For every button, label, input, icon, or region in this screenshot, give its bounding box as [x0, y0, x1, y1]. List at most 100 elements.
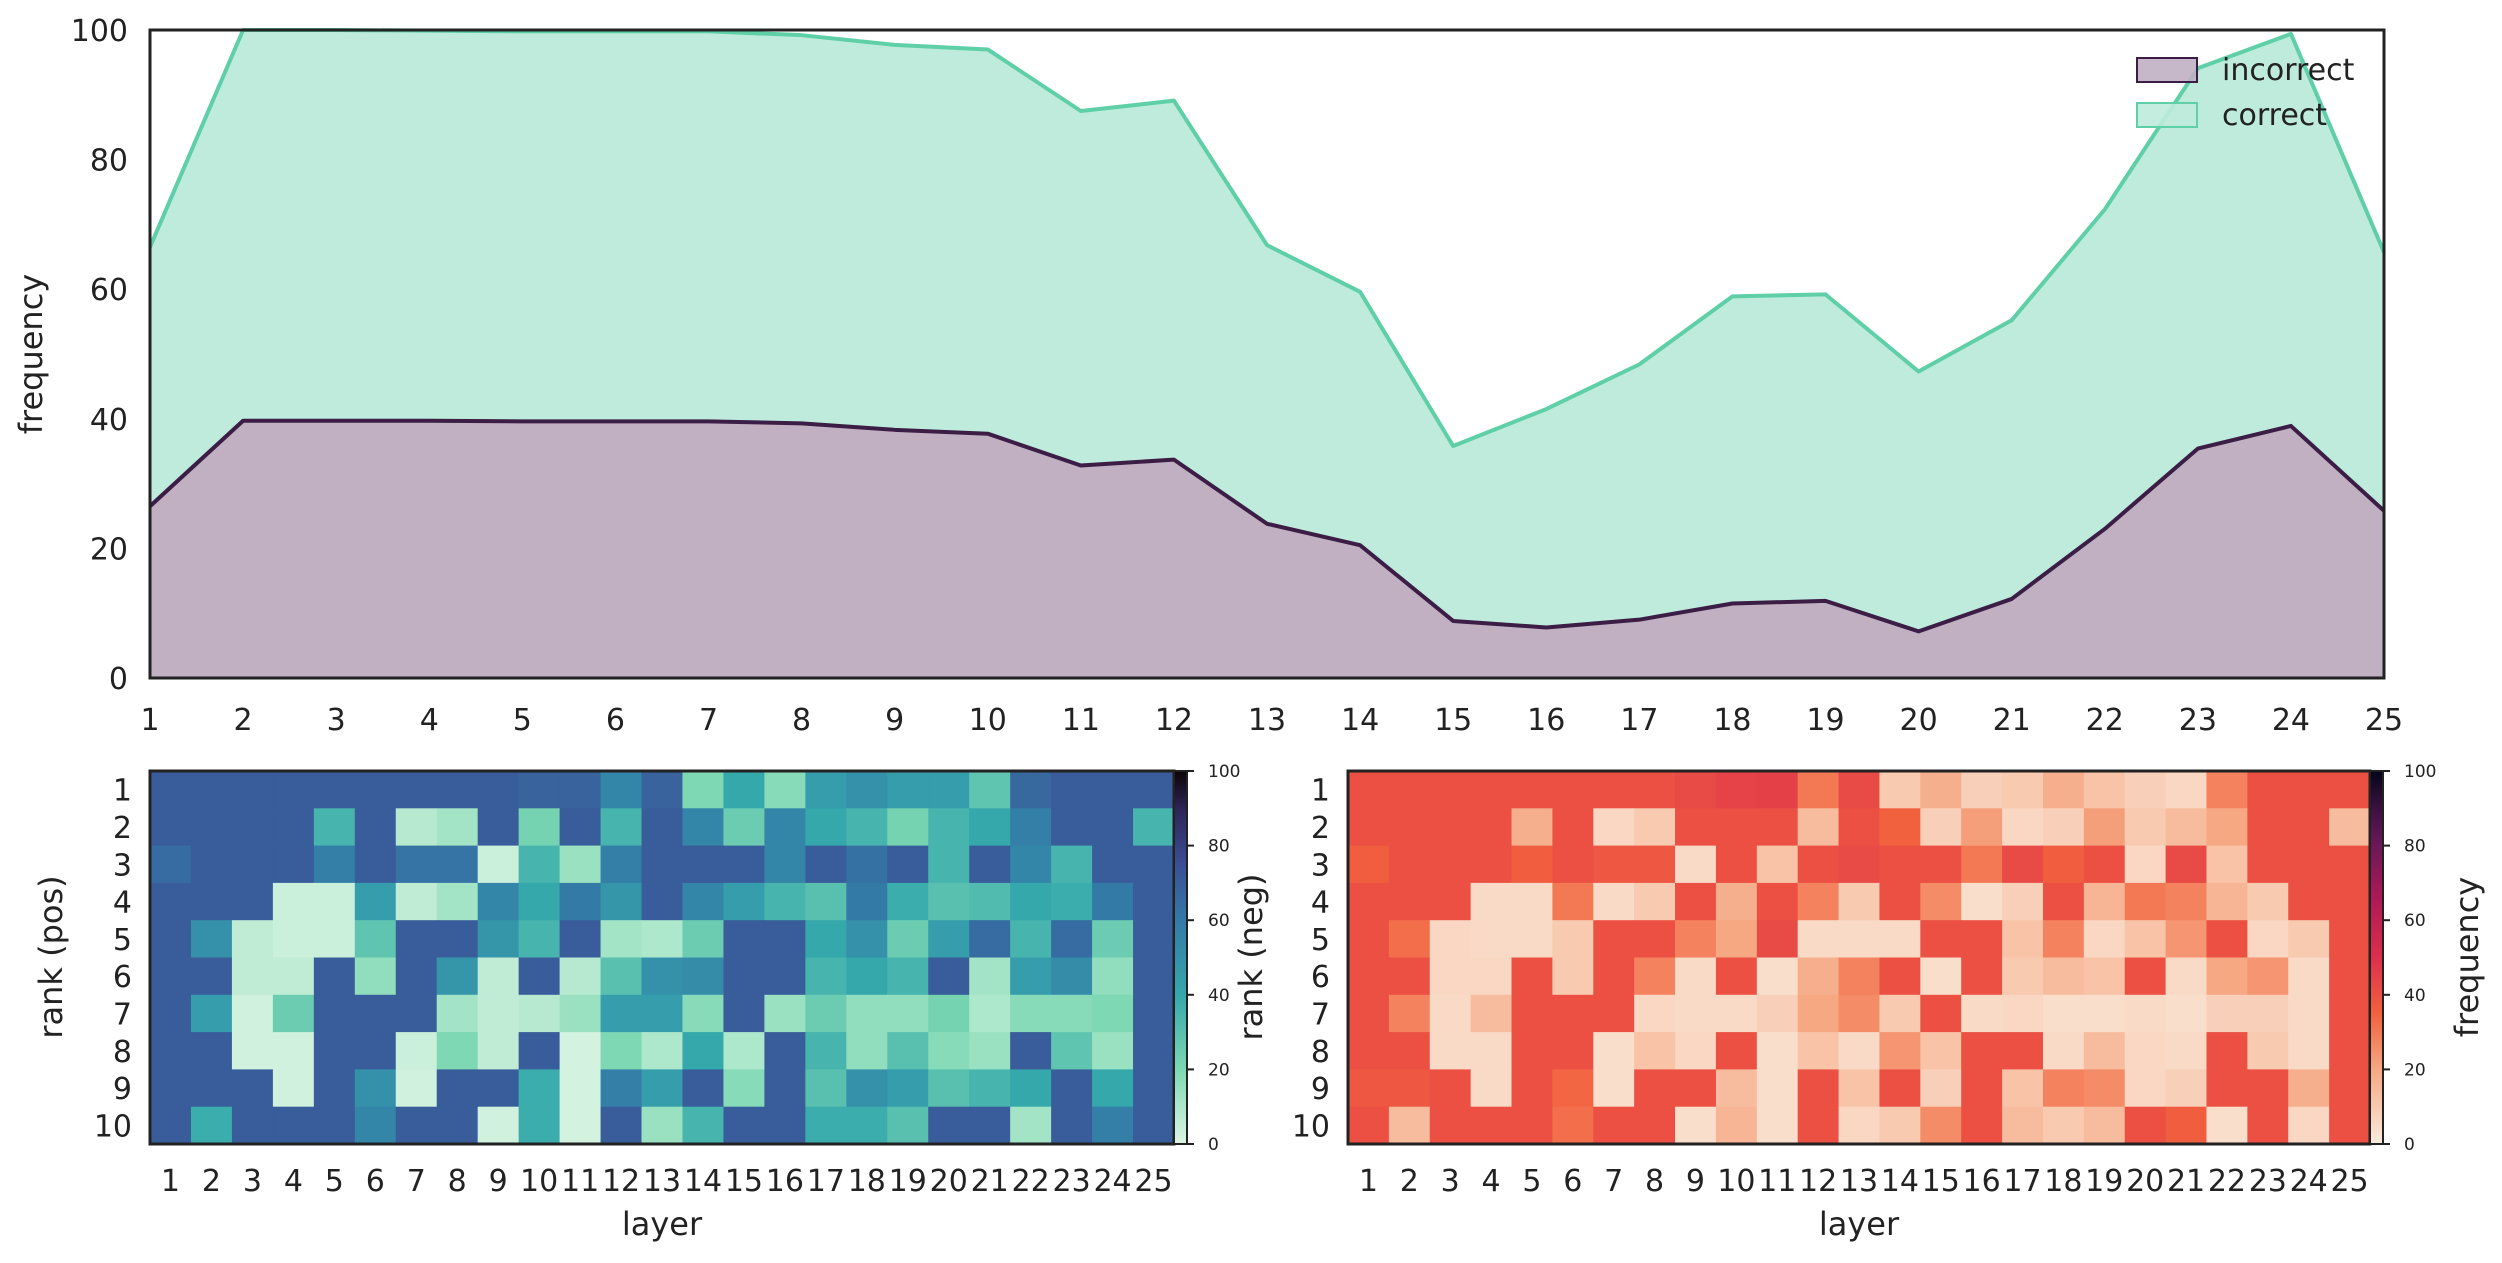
heatmap-cell — [395, 920, 438, 959]
heatmap-xtick-label: 17 — [807, 1164, 845, 1199]
heatmap-cell — [190, 920, 233, 959]
heatmap-cell — [1961, 957, 2003, 996]
heatmap-cell — [1470, 994, 1513, 1033]
heatmap-cell — [2288, 882, 2330, 921]
heatmap-cell — [1756, 994, 1799, 1033]
colorbar-pos — [1173, 770, 1188, 1145]
heatmap-cell — [150, 920, 192, 959]
heatmap-cell — [2206, 771, 2248, 809]
heatmap-cell — [1838, 994, 1881, 1033]
area-xtick-label: 25 — [2365, 703, 2403, 738]
heatmap-cell — [1634, 957, 1676, 996]
heatmap-cell — [1715, 808, 1758, 847]
heatmap-cell — [559, 808, 602, 847]
heatmap-xtick-label: 8 — [448, 1164, 467, 1199]
heatmap-cell — [682, 808, 725, 847]
heatmap-cell — [928, 808, 970, 847]
heatmap-cell — [1552, 957, 1594, 996]
heatmap-xtick-label: 7 — [1604, 1164, 1623, 1199]
heatmap-cell — [313, 920, 356, 959]
heatmap-cell — [231, 994, 274, 1033]
heatmap-cell — [272, 994, 315, 1033]
heatmap-xtick-label: 14 — [684, 1164, 722, 1199]
heatmap-cell — [354, 1032, 397, 1070]
heatmap-cell — [1838, 771, 1881, 809]
heatmap-cell — [887, 920, 929, 959]
heatmap-cell — [518, 1032, 561, 1070]
heatmap-cell — [1388, 1069, 1431, 1108]
heatmap-cell — [2247, 771, 2289, 809]
heatmap-cell — [764, 957, 806, 996]
heatmap-cell — [764, 1069, 806, 1108]
heatmap-cell — [641, 771, 684, 809]
heatmap-cell — [2002, 957, 2044, 996]
heatmap-cell — [1348, 808, 1390, 847]
heatmap-cell — [477, 1106, 520, 1145]
heatmap-cell — [2165, 1069, 2208, 1108]
heatmap-cell — [559, 1032, 602, 1070]
heatmap-cell — [2206, 1106, 2248, 1145]
colorbar-neg — [2369, 770, 2384, 1145]
heatmap-ytick-label: 6 — [1311, 960, 1330, 995]
heatmap-cell — [1593, 1032, 1635, 1070]
colorbar-tick-label: 40 — [1208, 986, 1230, 1006]
heatmap-cell — [969, 771, 1011, 809]
heatmap-cell — [2288, 845, 2330, 884]
heatmap-xtick-label: 21 — [2167, 1164, 2205, 1199]
heatmap-cell — [1429, 957, 1472, 996]
heatmap-cell — [1715, 994, 1758, 1033]
heatmap-cell — [1920, 1106, 1962, 1145]
heatmap-cell — [1092, 771, 1134, 809]
heatmap-cell — [559, 1069, 602, 1108]
heatmap-cell — [2206, 920, 2248, 959]
heatmap-cell — [1634, 994, 1676, 1033]
heatmap-cell — [2124, 1106, 2167, 1145]
heatmap-cell — [1756, 771, 1799, 809]
heatmap-cell — [272, 882, 315, 921]
heatmap-cell — [1920, 845, 1962, 884]
heatmap-cell — [2083, 994, 2126, 1033]
area-xtick-label: 6 — [606, 703, 625, 738]
heatmap-cell — [2083, 957, 2126, 996]
heatmap-cell — [1593, 808, 1635, 847]
area-xtick-label: 2 — [234, 703, 253, 738]
heatmap-cell — [395, 771, 438, 809]
heatmap-cell — [150, 808, 192, 847]
heatmap-cell — [313, 808, 356, 847]
heatmap-cell — [436, 1106, 479, 1145]
heatmap-cell — [2165, 882, 2208, 921]
heatmap-cell — [928, 994, 970, 1033]
heatmap-cell — [1634, 920, 1676, 959]
heatmap-cell — [1879, 808, 1921, 847]
heatmap-cell — [928, 882, 970, 921]
heatmap-xtick-label: 9 — [489, 1164, 508, 1199]
heatmap-cell — [150, 1069, 192, 1108]
heatmap-cell — [1715, 1032, 1758, 1070]
heatmap-ytick-label: 8 — [113, 1035, 132, 1070]
heatmap-cell — [2247, 920, 2289, 959]
heatmap-xtick-label: 10 — [1717, 1164, 1755, 1199]
heatmap-cell — [1133, 845, 1175, 884]
area-xtick-label: 16 — [1527, 703, 1565, 738]
heatmap-cell — [1348, 1069, 1390, 1108]
heatmap-cell — [846, 845, 888, 884]
heatmap-cell — [2042, 808, 2085, 847]
heatmap-xtick-label: 13 — [643, 1164, 681, 1199]
heatmap-cell — [1092, 808, 1134, 847]
heatmap-cell — [1920, 994, 1962, 1033]
heatmap-cell — [1675, 920, 1717, 959]
heatmap-xtick-label: 9 — [1686, 1164, 1705, 1199]
heatmap-xtick-label: 11 — [561, 1164, 599, 1199]
heatmap-cell — [1715, 1106, 1758, 1145]
heatmap-cell — [2247, 1032, 2289, 1070]
heatmap-cell — [354, 957, 397, 996]
heatmap-cell — [2329, 957, 2371, 996]
heatmap-cell — [2124, 994, 2167, 1033]
heatmap-cell — [1010, 808, 1052, 847]
heatmap-cell — [1010, 1032, 1052, 1070]
heatmap-cell — [1879, 882, 1921, 921]
heatmap-cell — [764, 771, 806, 809]
area-xtick-label: 5 — [513, 703, 532, 738]
heatmap-xtick-label: 2 — [202, 1164, 221, 1199]
heatmap-cell — [2206, 994, 2248, 1033]
